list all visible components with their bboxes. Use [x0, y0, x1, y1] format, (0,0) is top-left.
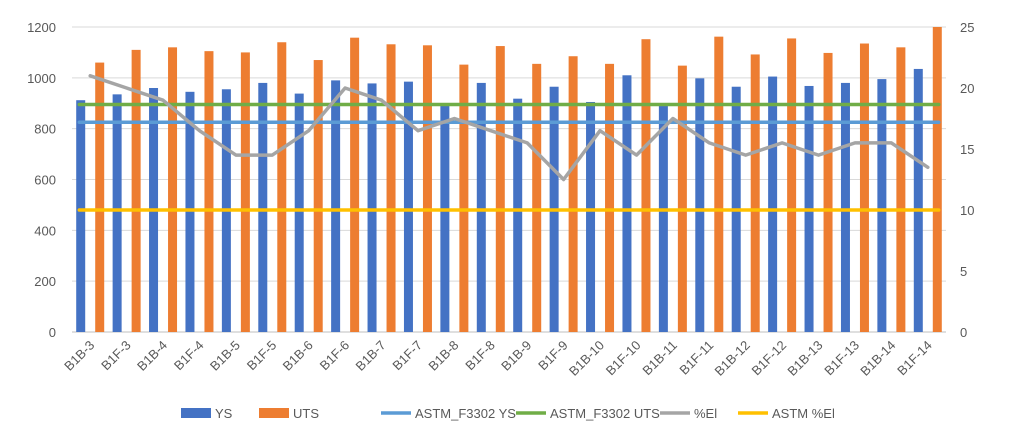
y2-tick-label: 15 [960, 142, 974, 157]
legend-item: ASTM_F3302 UTS [516, 406, 660, 421]
x-tick-label: B1F-4 [171, 338, 207, 374]
legend-label: ASTM_F3302 YS [415, 406, 516, 421]
x-tick-label: B1B-9 [498, 338, 534, 374]
bar-uts [495, 46, 505, 332]
y2-tick-label: 25 [960, 20, 974, 35]
x-tick-label: B1F-13 [821, 338, 862, 379]
bar-uts [240, 52, 250, 333]
bar-ys [513, 98, 523, 332]
bar-ys [695, 78, 705, 332]
bar-uts [532, 63, 542, 333]
y-tick-label: 600 [34, 173, 56, 188]
legend-item: %El [660, 406, 717, 421]
legend-swatch [181, 408, 211, 418]
x-tick-label: B1B-10 [566, 338, 607, 379]
bar-ys [76, 100, 86, 332]
y-tick-label: 0 [49, 325, 56, 340]
x-tick-label: B1B-12 [712, 338, 753, 379]
bar-uts [677, 65, 687, 332]
legend-label: UTS [293, 406, 319, 421]
y2-tick-label: 5 [960, 264, 967, 279]
y2-tick-label: 10 [960, 203, 974, 218]
bar-ys [877, 79, 887, 333]
legend-item: UTS [259, 406, 319, 421]
bar-uts [896, 47, 906, 332]
bar-uts [605, 63, 615, 333]
y2-tick-label: 20 [960, 81, 974, 96]
bar-ys [586, 101, 596, 333]
bar-ys [367, 83, 377, 332]
y2-tick-label: 0 [960, 325, 967, 340]
bar-ys [840, 82, 850, 333]
bar-uts [204, 51, 214, 332]
bar-ys [476, 82, 486, 333]
legend-item: YS [181, 406, 233, 421]
legend-label: YS [215, 406, 233, 421]
x-tick-label: B1F-6 [317, 338, 353, 374]
x-tick-label: B1F-7 [389, 338, 425, 374]
y-tick-label: 1000 [27, 71, 56, 86]
legend-item: ASTM_F3302 YS [381, 406, 516, 421]
x-tick-label: B1F-14 [894, 338, 935, 379]
bar-uts [787, 38, 797, 332]
bar-uts [350, 37, 360, 333]
x-tick-label: B1F-10 [603, 338, 644, 379]
x-tick-label: B1B-14 [857, 338, 898, 379]
x-tick-label: B1B-5 [207, 338, 243, 374]
x-tick-label: B1B-3 [61, 338, 97, 374]
legend: YS UTS ASTM_F3302 YS ASTM_F3302 UTS %El ASTM … [181, 406, 835, 421]
line-pct-el [88, 74, 930, 182]
bar-uts [313, 60, 323, 333]
x-tick-label: B1F-3 [98, 338, 134, 374]
x-tick-label: B1F-5 [244, 338, 280, 374]
bar-ys [294, 93, 304, 332]
bar-ys [403, 81, 413, 332]
x-tick-label: B1B-11 [639, 338, 680, 379]
bar-uts [131, 49, 141, 332]
x-tick-label: B1F-12 [748, 338, 789, 379]
bar-uts [568, 56, 578, 333]
y-tick-label: 800 [34, 122, 56, 137]
bar-ys [185, 91, 195, 332]
gridlines [72, 26, 946, 333]
bar-uts [750, 54, 760, 332]
bar-ys [658, 105, 668, 333]
y-tick-label: 200 [34, 274, 56, 289]
bar-uts [932, 27, 942, 332]
legend-swatch [259, 408, 289, 418]
legend-item: ASTM %El [738, 406, 835, 421]
legend-label: ASTM_F3302 UTS [550, 406, 660, 421]
line-series [77, 74, 941, 212]
bar-uts [859, 43, 869, 332]
x-tick-label: B1B-7 [353, 338, 389, 374]
y-tick-label: 400 [34, 223, 56, 238]
legend-label: ASTM %El [772, 406, 835, 421]
bar-uts [95, 62, 105, 332]
bar-uts [823, 52, 833, 333]
bar-uts [386, 44, 396, 333]
bar-ys [331, 80, 341, 332]
bar-ys [112, 94, 122, 333]
bar-uts [459, 64, 469, 332]
x-tick-label: B1B-6 [280, 338, 316, 374]
x-tick-label: B1B-8 [425, 338, 461, 374]
x-tick-label: B1B-13 [784, 338, 825, 379]
bar-ys [622, 75, 632, 333]
x-tick-label: B1B-4 [134, 338, 170, 374]
bar-ys [258, 82, 268, 333]
bar-ys [768, 76, 778, 332]
bar-uts [422, 45, 432, 333]
x-tick-label: B1F-11 [676, 338, 716, 378]
x-tick-label: B1F-8 [462, 338, 498, 374]
bar-uts [168, 47, 178, 332]
bar-uts [641, 39, 651, 332]
bar-uts [277, 42, 287, 332]
y-tick-label: 1200 [27, 20, 56, 35]
bar-uts [714, 36, 724, 333]
bar-ys [440, 105, 450, 333]
legend-label: %El [694, 406, 717, 421]
bar-ys [913, 68, 923, 332]
